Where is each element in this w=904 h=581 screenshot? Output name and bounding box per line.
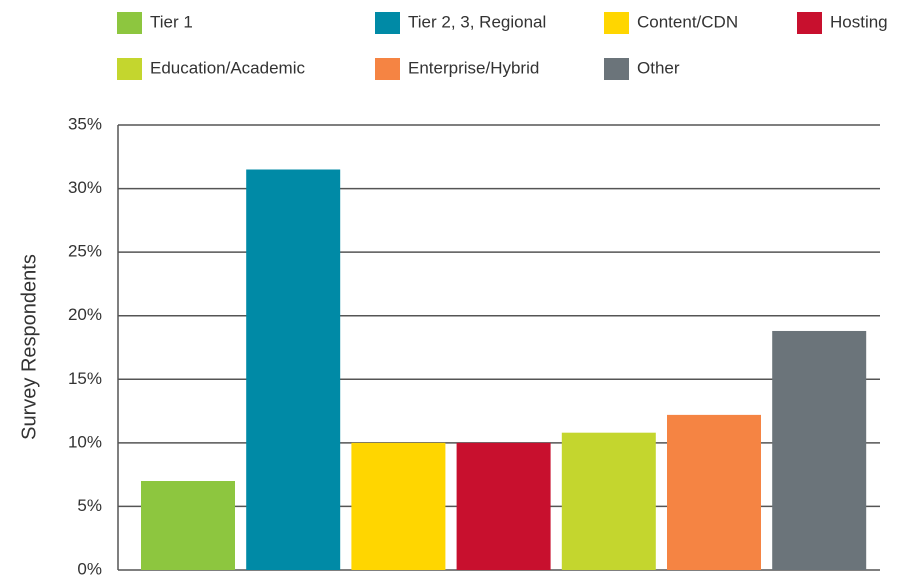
legend-swatch bbox=[604, 12, 629, 34]
legend-label: Enterprise/Hybrid bbox=[408, 58, 539, 77]
bar bbox=[351, 442, 446, 570]
bar bbox=[772, 330, 867, 570]
legend-swatch bbox=[604, 58, 629, 80]
y-tick-label: 15% bbox=[68, 369, 102, 388]
legend-label: Tier 1 bbox=[150, 12, 193, 31]
legend-label: Other bbox=[637, 58, 680, 77]
legend-swatch bbox=[375, 12, 400, 34]
bar bbox=[561, 432, 656, 570]
legend-label: Content/CDN bbox=[637, 12, 738, 31]
bar bbox=[667, 414, 761, 570]
bar bbox=[141, 481, 235, 570]
legend-swatch bbox=[117, 12, 142, 34]
legend-label: Education/Academic bbox=[150, 58, 305, 77]
y-axis-label: Survey Respondents bbox=[18, 254, 40, 440]
bar bbox=[456, 442, 551, 570]
y-tick-label: 5% bbox=[77, 496, 102, 515]
y-tick-label: 30% bbox=[68, 178, 102, 197]
y-tick-label: 25% bbox=[68, 242, 102, 261]
bar bbox=[246, 169, 341, 570]
y-tick-label: 0% bbox=[77, 559, 102, 578]
y-tick-label: 35% bbox=[68, 114, 102, 133]
y-tick-label: 20% bbox=[68, 305, 102, 324]
legend-swatch bbox=[797, 12, 822, 34]
legend-swatch bbox=[375, 58, 400, 80]
legend-label: Tier 2, 3, Regional bbox=[408, 12, 546, 31]
legend-label: Hosting bbox=[830, 12, 888, 31]
y-tick-label: 10% bbox=[68, 432, 102, 451]
legend-swatch bbox=[117, 58, 142, 80]
